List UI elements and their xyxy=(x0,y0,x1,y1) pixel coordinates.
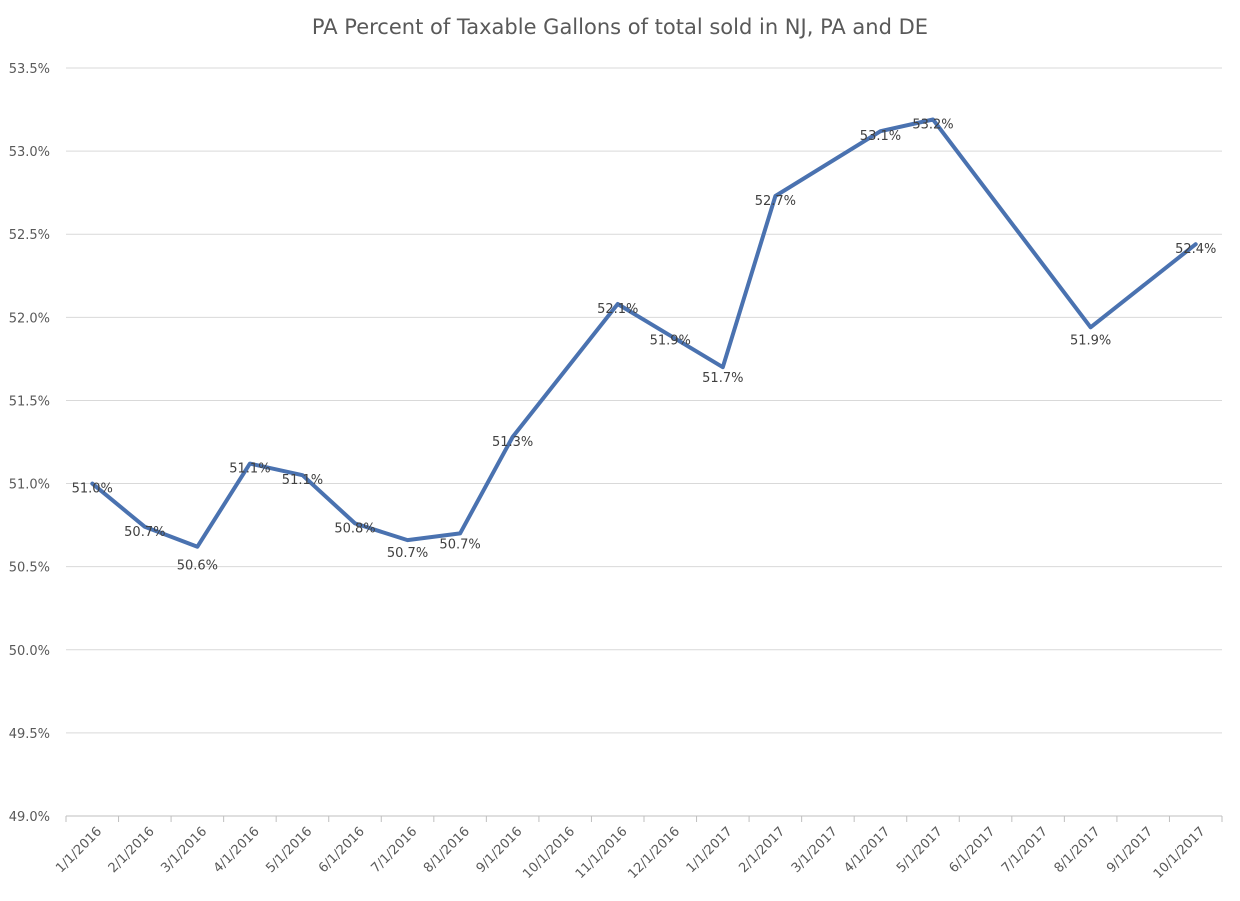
y-tick-label: 51.5% xyxy=(9,394,50,409)
data-label: 52.4% xyxy=(1175,242,1216,257)
x-tick-label: 8/1/2017 xyxy=(1052,824,1104,876)
y-tick-label: 51.0% xyxy=(9,478,50,493)
y-tick-label: 52.5% xyxy=(9,228,50,243)
x-tick-label: 3/1/2016 xyxy=(158,824,210,876)
x-tick-label: 6/1/2016 xyxy=(316,824,368,876)
x-tick-label: 5/1/2017 xyxy=(894,824,946,876)
x-tick-label: 5/1/2016 xyxy=(263,824,315,876)
x-tick-label: 9/1/2017 xyxy=(1104,824,1156,876)
data-label: 51.0% xyxy=(72,482,113,497)
data-label: 52.1% xyxy=(597,302,638,317)
x-tick-label: 9/1/2016 xyxy=(474,824,526,876)
data-label: 50.7% xyxy=(124,525,165,540)
data-label: 51.1% xyxy=(282,473,323,488)
x-tick-label: 11/1/2016 xyxy=(573,824,631,882)
x-tick-label: 4/1/2016 xyxy=(211,824,263,876)
chart-title: PA Percent of Taxable Gallons of total s… xyxy=(311,15,929,39)
data-label: 51.3% xyxy=(492,435,533,450)
data-label: 53.2% xyxy=(912,118,953,133)
x-tick-label: 3/1/2017 xyxy=(789,824,841,876)
y-tick-label: 49.0% xyxy=(9,810,50,825)
x-tick-label: 7/1/2017 xyxy=(999,824,1051,876)
data-label: 51.9% xyxy=(650,334,691,349)
data-label: 53.1% xyxy=(860,129,901,144)
x-tick-label: 2/1/2017 xyxy=(736,824,788,876)
x-tick-label: 10/1/2017 xyxy=(1151,824,1209,882)
data-label: 50.8% xyxy=(334,521,375,536)
series-line xyxy=(90,117,1198,549)
data-label: 50.7% xyxy=(387,546,428,561)
y-tick-label: 53.0% xyxy=(9,145,50,160)
data-label: 50.7% xyxy=(439,537,480,552)
x-tick-label: 10/1/2016 xyxy=(520,824,578,882)
x-tick-label: 7/1/2016 xyxy=(368,824,420,876)
x-tick-label: 8/1/2016 xyxy=(421,824,473,876)
data-label: 52.7% xyxy=(755,194,796,209)
x-tick-label: 6/1/2017 xyxy=(946,824,998,876)
data-label: 51.1% xyxy=(229,462,270,477)
y-tick-label: 50.5% xyxy=(9,561,50,576)
y-tick-label: 49.5% xyxy=(9,727,50,742)
y-tick-label: 50.0% xyxy=(9,644,50,659)
x-tick-label: 1/1/2016 xyxy=(53,824,105,876)
x-tick-label: 12/1/2016 xyxy=(625,824,683,882)
x-tick-label: 4/1/2017 xyxy=(841,824,893,876)
y-tick-label: 52.0% xyxy=(9,311,50,326)
data-label: 50.6% xyxy=(177,559,218,574)
data-label: 51.9% xyxy=(1070,333,1111,348)
data-label: 51.7% xyxy=(702,371,743,386)
y-tick-label: 53.5% xyxy=(9,62,50,77)
x-tick-label: 1/1/2017 xyxy=(684,824,736,876)
x-tick-label: 2/1/2016 xyxy=(106,824,158,876)
